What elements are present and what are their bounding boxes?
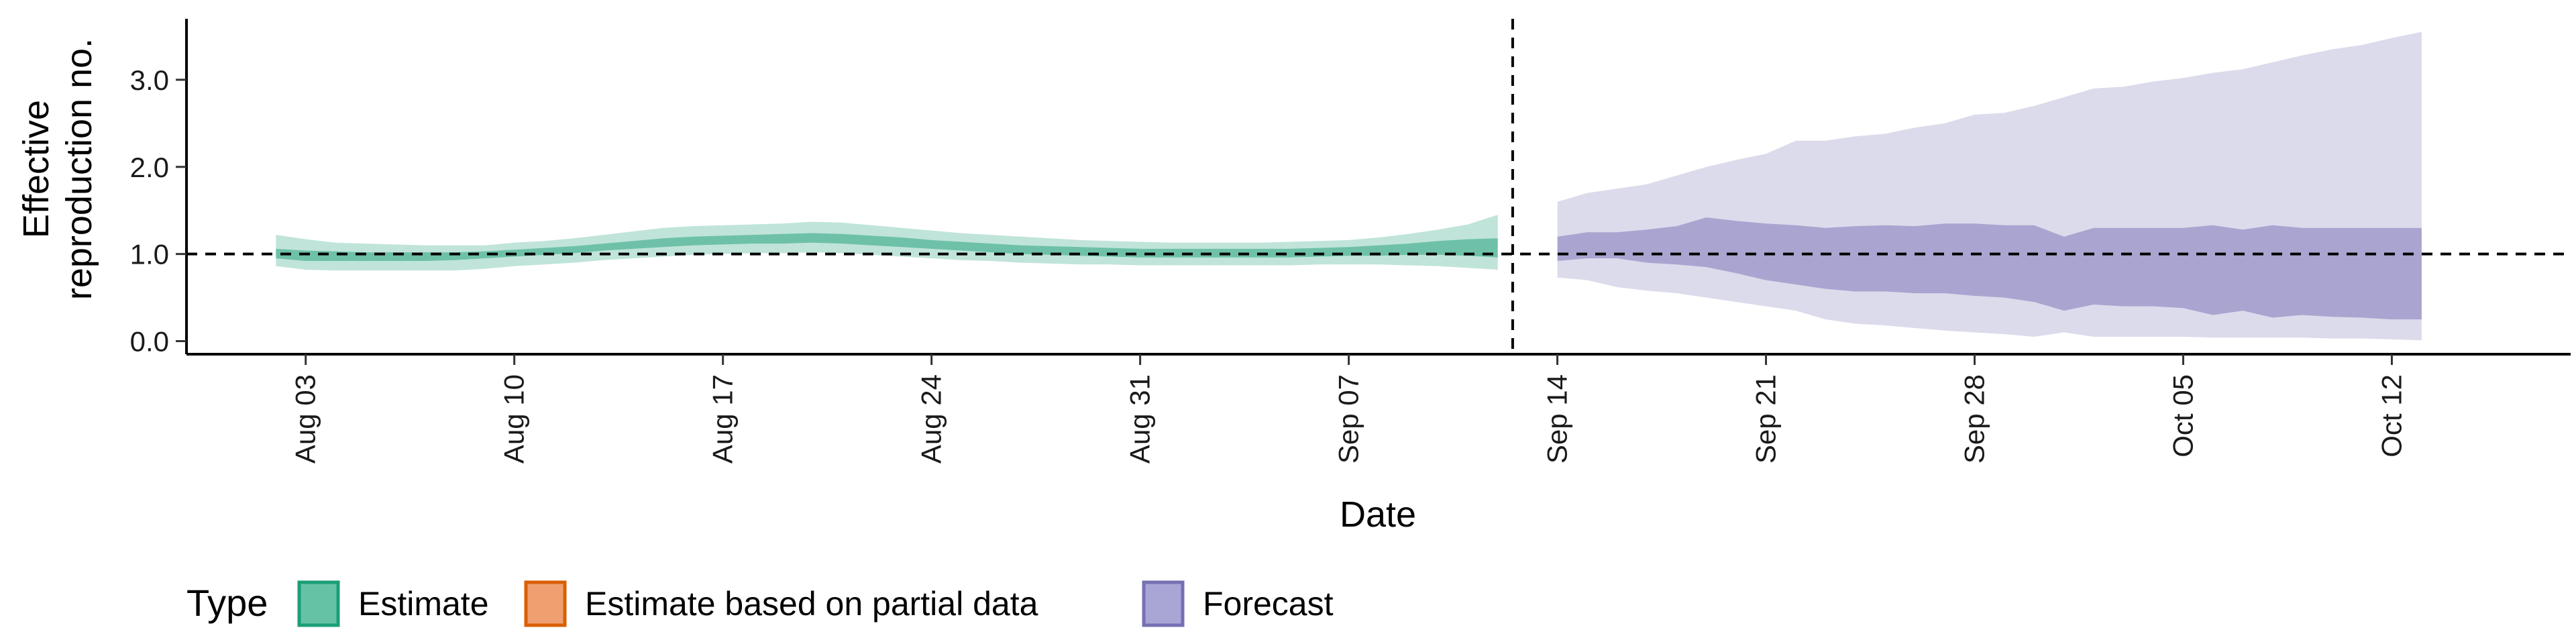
x-tick-label: Oct 12 — [2375, 374, 2407, 458]
legend-label-estimate: Estimate — [358, 585, 489, 623]
forecast-50-interval — [1557, 217, 2422, 320]
x-tick-label: Sep 07 — [1333, 374, 1364, 464]
x-tick-label: Sep 28 — [1959, 374, 1990, 464]
y-tick-label: 0.0 — [130, 326, 169, 358]
y-tick-label: 3.0 — [130, 64, 169, 96]
x-tick-label: Aug 17 — [707, 374, 739, 464]
x-tick-label: Aug 10 — [498, 374, 530, 464]
x-tick-label: Aug 03 — [290, 374, 321, 464]
x-tick-label: Aug 31 — [1124, 374, 1156, 464]
x-axis-label: Date — [1340, 494, 1416, 535]
credible-interval-bands — [276, 32, 2422, 341]
legend: Type Estimate Estimate based on partial da… — [186, 580, 1334, 627]
legend-key-estimate-based-on-partial-data — [524, 580, 567, 627]
legend-title: Type — [186, 582, 268, 624]
x-tick-label: Sep 21 — [1750, 374, 1782, 464]
legend-label-forecast: Forecast — [1203, 585, 1334, 623]
reference-lines — [186, 19, 2571, 354]
legend-key-estimate — [297, 580, 340, 627]
x-tick-label: Oct 05 — [2167, 374, 2198, 458]
legend-label-estimate-based-on-partial-data: Estimate based on partial data — [585, 585, 1038, 623]
y-axis-label: Effectivereproduction no. — [16, 38, 99, 300]
y-tick-label: 1.0 — [130, 239, 169, 270]
y-tick-label: 2.0 — [130, 152, 169, 183]
legend-key-forecast — [1142, 580, 1185, 627]
axes: 0.0 1.0 2.0 3.0 Aug 03 Aug 10 Aug 17 Aug 24 Aug … — [130, 19, 2571, 464]
x-tick-label: Sep 14 — [1542, 374, 1573, 464]
x-tick-label: Aug 24 — [916, 374, 947, 464]
